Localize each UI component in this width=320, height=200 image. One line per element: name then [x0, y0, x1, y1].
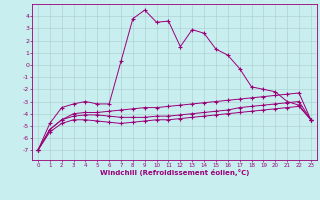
X-axis label: Windchill (Refroidissement éolien,°C): Windchill (Refroidissement éolien,°C)	[100, 169, 249, 176]
